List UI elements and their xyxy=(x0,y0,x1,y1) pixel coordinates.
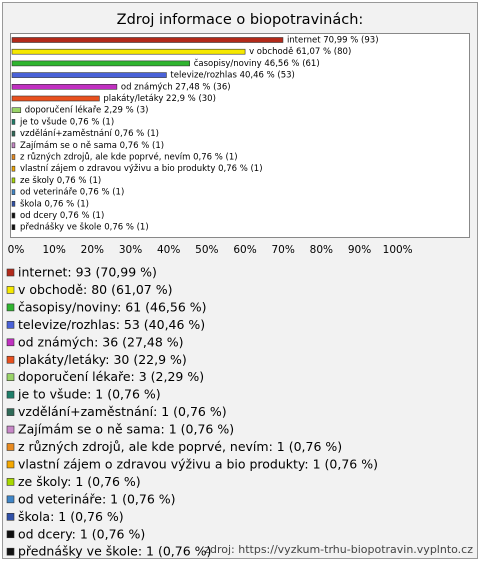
x-tick-label: 80% xyxy=(310,244,333,256)
bar xyxy=(11,60,191,67)
value-label: od dcery 0,76 % (1) xyxy=(20,211,104,221)
legend-swatch xyxy=(6,355,15,364)
legend-swatch xyxy=(6,460,15,469)
legend-label: od veterináře: 1 (0,76 %) xyxy=(18,491,176,506)
legend-label: od známých: 36 (27,48 %) xyxy=(18,334,184,349)
value-label: doporučení lékaře 2,29 % (3) xyxy=(25,105,149,116)
legend-label: ze školy: 1 (0,76 %) xyxy=(18,474,141,489)
value-label: ze školy 0,76 % (1) xyxy=(20,175,101,186)
x-tick-label: 70% xyxy=(271,244,294,256)
value-label: je to všude 0,76 % (1) xyxy=(19,116,114,127)
bar xyxy=(11,142,16,149)
bar xyxy=(11,177,16,184)
value-label: časopisy/noviny 46,56 % (61) xyxy=(194,58,320,69)
bar xyxy=(11,189,16,195)
x-tick-label: 100% xyxy=(383,244,413,256)
plot-area xyxy=(10,33,470,238)
legend-swatch xyxy=(6,478,15,486)
value-label: vzdělání+zaměstnání 0,76 % (1) xyxy=(20,129,159,139)
bar xyxy=(11,165,16,172)
chart-title: Zdroj informace o biopotravinách: xyxy=(117,12,364,28)
value-label: internet 70,99 % (93) xyxy=(287,36,379,46)
legend-label: je to všude: 1 (0,76 %) xyxy=(17,387,161,402)
legend-swatch xyxy=(6,443,15,451)
legend-label: internet: 93 (70,99 %) xyxy=(18,265,157,280)
x-tick-label: 60% xyxy=(233,244,256,256)
bar xyxy=(11,72,167,78)
bar xyxy=(11,154,16,160)
x-tick-label: 50% xyxy=(195,244,218,256)
source: zdroj: https://vyzkum-trhu-biopotravin.v… xyxy=(204,543,473,556)
legend-swatch xyxy=(6,530,15,539)
legend-label: televize/rozhlas: 53 (40,46 %) xyxy=(18,317,205,332)
value-label: od známých 27,48 % (36) xyxy=(121,82,231,92)
x-tick-label: 10% xyxy=(42,244,65,256)
value-label: v obchodě 61,07 % (80) xyxy=(249,47,351,57)
legend-swatch xyxy=(6,547,15,556)
bar xyxy=(11,48,246,55)
x-tick-label: 30% xyxy=(119,244,142,256)
value-label: přednášky ve škole 0,76 % (1) xyxy=(20,222,149,233)
bar xyxy=(11,84,118,90)
value-label: z různých zdrojů, ale kde poprvé, nevím … xyxy=(20,152,238,163)
x-tick-label: 0% xyxy=(8,244,25,256)
value-label: vlastní zájem o zdravou výživu a bio pro… xyxy=(20,164,263,174)
x-tick-label: 90% xyxy=(348,244,371,256)
value-label: Zajímám se o ně sama 0,76 % (1) xyxy=(20,141,164,151)
legend-label: z různých zdrojů, ale kde poprvé, nevím:… xyxy=(18,439,342,454)
legend-swatch xyxy=(6,373,15,382)
legend-label: v obchodě: 80 (61,07 %) xyxy=(18,282,172,297)
legend-swatch xyxy=(6,338,15,347)
bar xyxy=(11,201,16,207)
value-label: od veterináře 0,76 % (1) xyxy=(20,188,124,198)
legend-label: od dcery: 1 (0,76 %) xyxy=(18,526,145,541)
legend-swatch xyxy=(6,512,15,521)
legend-label: přednášky ve škole: 1 (0,76 %) xyxy=(18,544,211,559)
legend-swatch xyxy=(6,321,15,329)
bar xyxy=(11,37,284,43)
x-tick-label: 40% xyxy=(157,244,180,256)
legend-label: doporučení lékaře: 3 (2,29 %) xyxy=(18,369,204,384)
legend-label: vlastní zájem o zdravou výživu a bio pro… xyxy=(18,456,378,471)
bar xyxy=(11,212,16,219)
legend-swatch xyxy=(6,268,15,277)
bar xyxy=(11,224,16,230)
bar xyxy=(11,119,16,125)
legend-label: Zajímám se o ně sama: 1 (0,76 %) xyxy=(18,422,234,437)
legend-label: plakáty/letáky: 30 (22,9 %) xyxy=(18,352,187,367)
legend-label: škola: 1 (0,76 %) xyxy=(18,509,124,524)
legend-swatch xyxy=(6,390,15,399)
legend-swatch xyxy=(6,495,15,504)
bar xyxy=(11,107,22,113)
bar xyxy=(11,95,100,102)
value-label: škola 0,76 % (1) xyxy=(20,198,89,209)
legend-label: vzdělání+zaměstnání: 1 (0,76 %) xyxy=(18,404,227,419)
legend-swatch xyxy=(6,303,15,312)
value-label: plakáty/letáky 22,9 % (30) xyxy=(103,94,216,104)
bar xyxy=(11,130,16,137)
legend-swatch xyxy=(6,286,15,294)
x-tick-label: 20% xyxy=(81,244,104,256)
legend-label: časopisy/noviny: 61 (46,56 %) xyxy=(18,299,207,314)
legend-swatch xyxy=(6,408,15,416)
value-label: televize/rozhlas 40,46 % (53) xyxy=(170,71,294,81)
legend-swatch xyxy=(6,425,15,434)
